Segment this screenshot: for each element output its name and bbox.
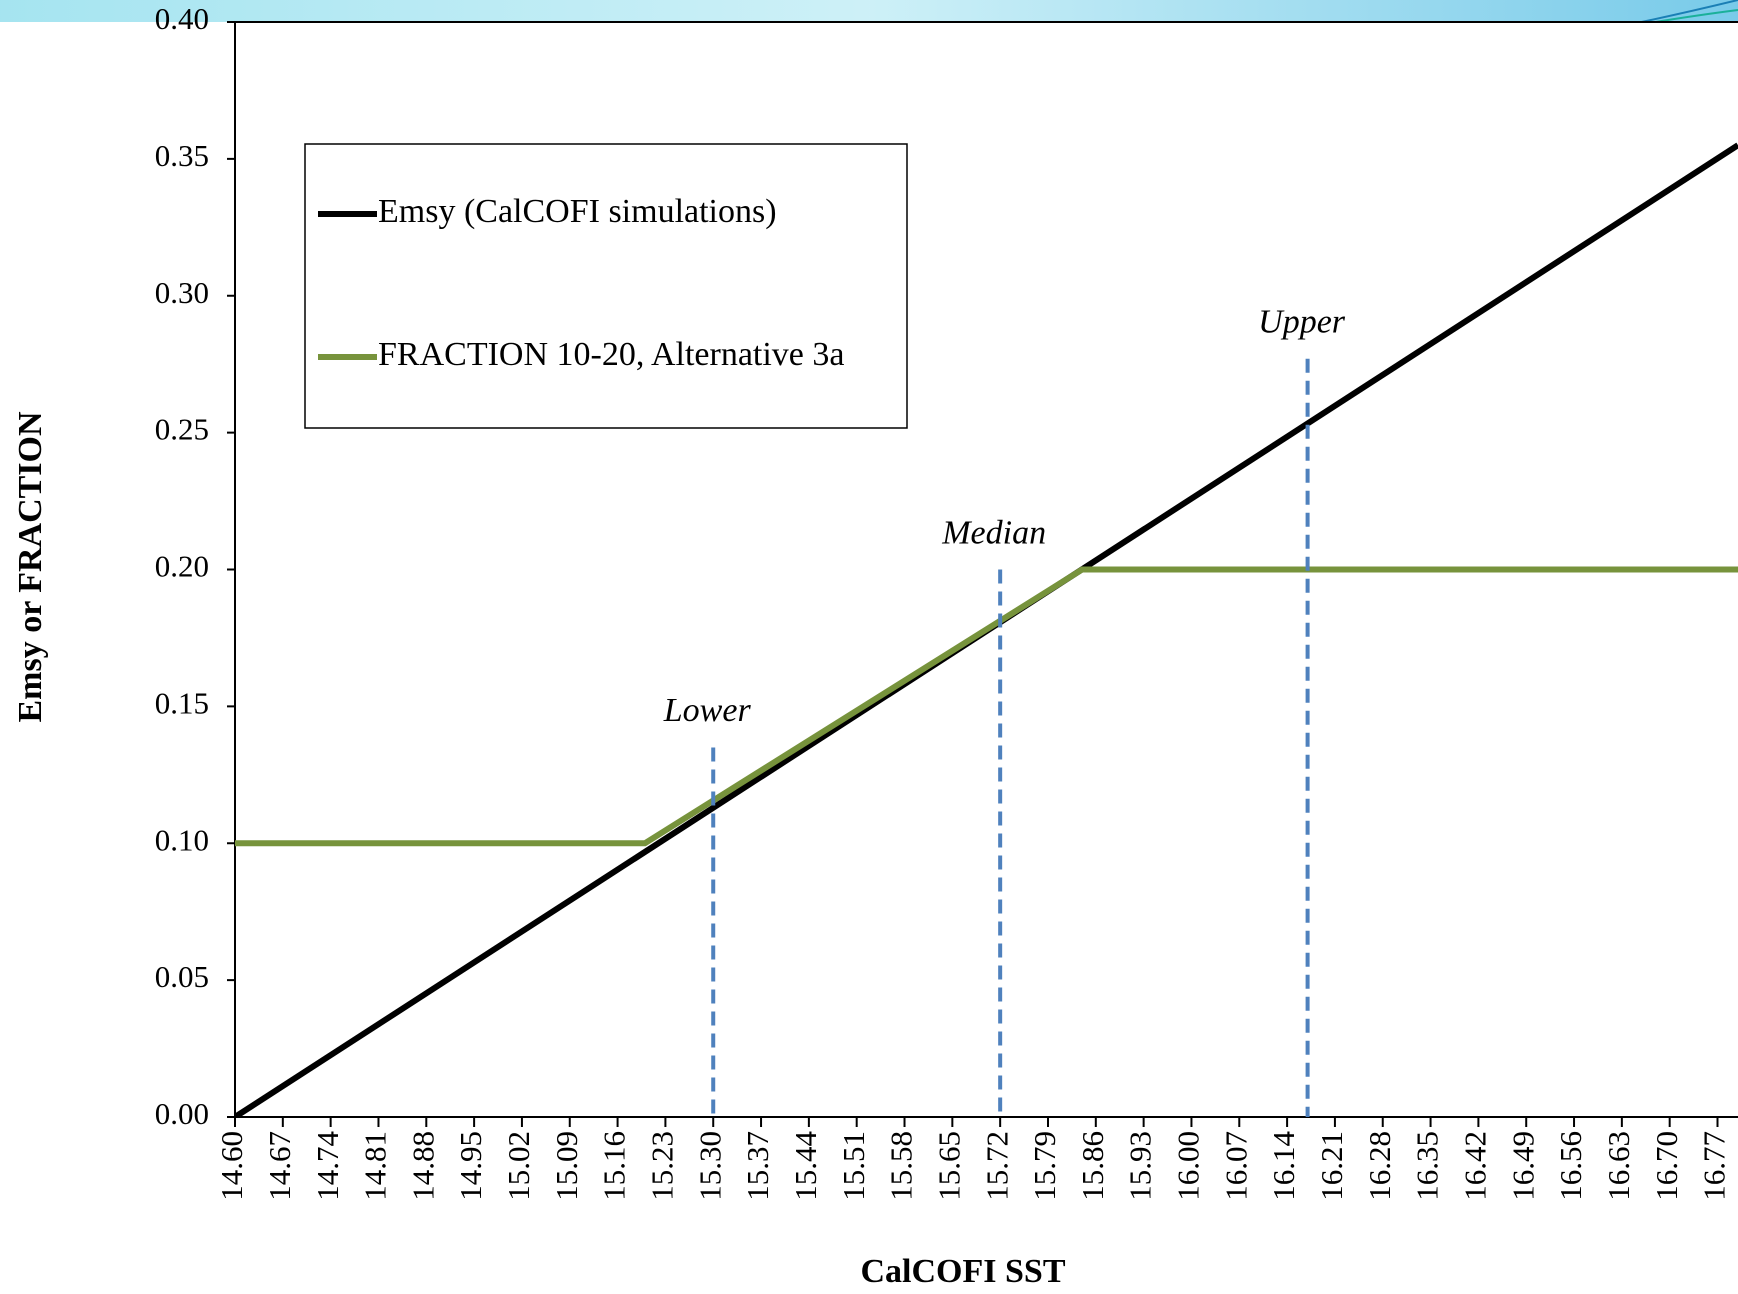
legend-label: FRACTION 10-20, Alternative 3a bbox=[378, 336, 845, 373]
x-tick-label: 15.86 bbox=[1075, 1131, 1110, 1201]
x-tick-label: 16.00 bbox=[1171, 1131, 1206, 1201]
x-tick-label: 15.37 bbox=[740, 1131, 775, 1201]
x-tick-label: 15.30 bbox=[692, 1131, 727, 1201]
legend-box bbox=[305, 144, 907, 428]
x-tick-label: 16.21 bbox=[1314, 1131, 1349, 1201]
x-tick-label: 15.51 bbox=[836, 1131, 871, 1201]
x-tick-label: 15.23 bbox=[645, 1131, 680, 1201]
page: {"chart_data": { "type": "line", "xlabel… bbox=[0, 0, 1738, 1294]
x-tick-label: 16.77 bbox=[1697, 1131, 1732, 1201]
x-tick-label: 16.07 bbox=[1218, 1131, 1253, 1201]
x-tick-label: 14.81 bbox=[358, 1131, 393, 1201]
y-axis-title: Emsy or FRACTION bbox=[12, 411, 49, 722]
x-tick-label: 15.58 bbox=[884, 1131, 919, 1201]
y-tick-label: 0.10 bbox=[155, 822, 209, 857]
x-tick-label: 16.63 bbox=[1601, 1131, 1636, 1201]
y-tick-label: 0.00 bbox=[155, 1096, 209, 1131]
x-tick-label: 16.42 bbox=[1458, 1131, 1493, 1201]
x-tick-label: 14.60 bbox=[214, 1131, 249, 1201]
chart: CalCOFI SST Emsy or FRACTION 0.00 0.05 0.1… bbox=[0, 0, 1738, 1294]
y-tick-label: 0.05 bbox=[155, 959, 209, 994]
annotation: Lower bbox=[663, 692, 752, 729]
x-tick-label: 14.67 bbox=[262, 1131, 297, 1201]
x-tick-label: 15.72 bbox=[979, 1131, 1014, 1201]
y-tick-label: 0.35 bbox=[155, 138, 209, 173]
x-tick-label: 15.65 bbox=[931, 1131, 966, 1201]
x-tick-label: 15.93 bbox=[1123, 1131, 1158, 1201]
x-tick-label: 14.74 bbox=[310, 1131, 345, 1201]
x-tick-label: 16.35 bbox=[1410, 1131, 1445, 1201]
x-tick-label: 14.95 bbox=[453, 1131, 488, 1201]
y-tick-label: 0.30 bbox=[155, 275, 209, 310]
y-tick-label: 0.20 bbox=[155, 549, 209, 584]
annotation: Median bbox=[941, 514, 1046, 551]
annotation: Upper bbox=[1258, 304, 1346, 341]
x-tick-label: 15.16 bbox=[597, 1131, 632, 1201]
x-tick-label: 15.02 bbox=[501, 1131, 536, 1201]
x-tick-label: 15.09 bbox=[549, 1131, 584, 1201]
y-tick-label: 0.15 bbox=[155, 685, 209, 720]
x-tick-label: 15.79 bbox=[1027, 1131, 1062, 1201]
y-tick-label: 0.40 bbox=[155, 1, 209, 36]
x-axis-title: CalCOFI SST bbox=[861, 1253, 1066, 1290]
y-tick-label: 0.25 bbox=[155, 412, 209, 447]
x-tick-label: 14.88 bbox=[405, 1131, 440, 1201]
x-tick-label: 15.44 bbox=[788, 1131, 823, 1201]
x-tick-label: 16.14 bbox=[1266, 1131, 1301, 1201]
x-tick-label: 16.56 bbox=[1553, 1131, 1588, 1201]
x-tick-label: 16.49 bbox=[1505, 1131, 1540, 1201]
legend-label: Emsy (CalCOFI simulations) bbox=[378, 193, 777, 230]
x-tick-label: 16.70 bbox=[1649, 1131, 1684, 1201]
x-tick-label: 16.28 bbox=[1362, 1131, 1397, 1201]
